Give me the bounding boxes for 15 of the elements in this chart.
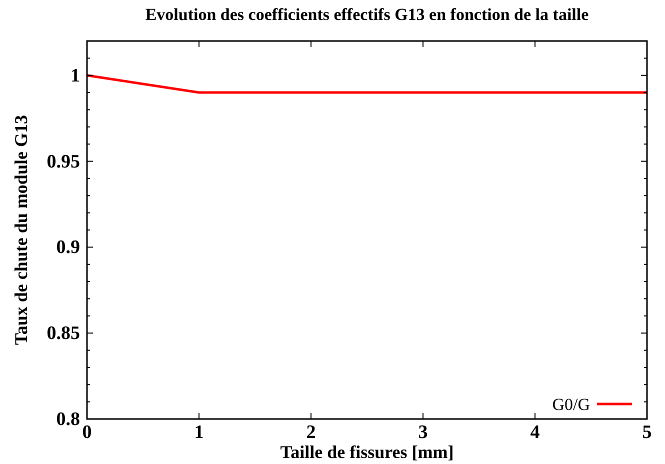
x-tick-label: 3 [418, 422, 428, 443]
y-tick-label: 0.9 [56, 237, 80, 258]
x-tick-label: 1 [194, 422, 204, 443]
x-axis-title: Taille de fissures [mm] [280, 442, 454, 462]
x-tick-label: 0 [82, 422, 92, 443]
y-axis-title: Taux de chute du module G13 [11, 115, 31, 345]
y-tick-label: 0.8 [56, 409, 80, 430]
legend-label: G0/G [552, 395, 590, 414]
x-tick-label: 4 [530, 422, 540, 443]
y-tick-label: 0.95 [46, 151, 80, 172]
y-tick-label: 1 [70, 65, 80, 86]
x-tick-label: 5 [642, 422, 652, 443]
chart-title: Evolution des coefficients effectifs G13 en fonction de la taille [145, 5, 590, 24]
y-tick-label: 0.85 [46, 323, 80, 344]
x-tick-label: 2 [306, 422, 316, 443]
